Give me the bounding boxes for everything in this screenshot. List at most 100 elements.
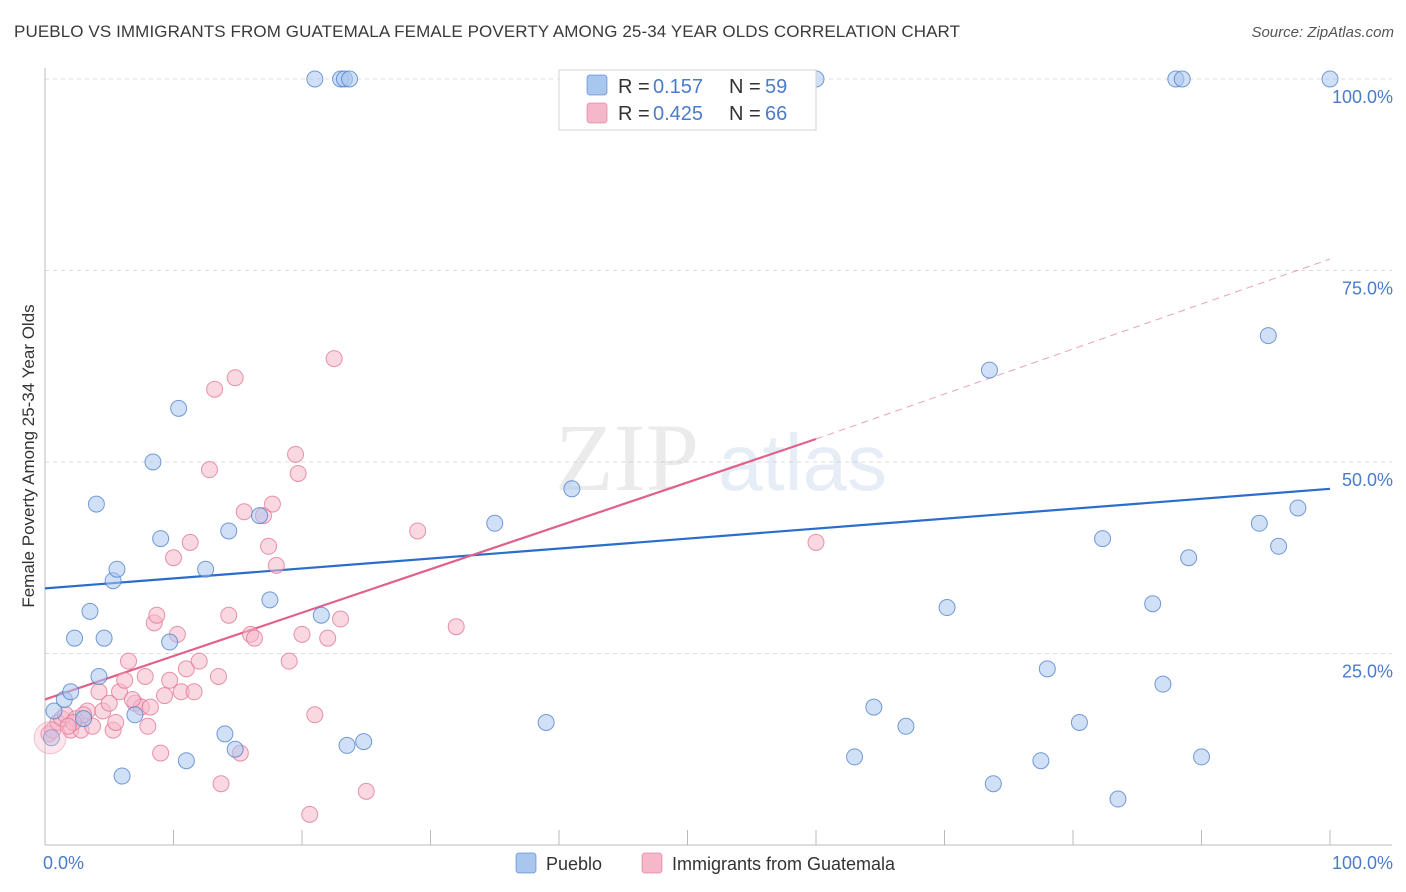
legend-swatch-pink [586, 102, 608, 124]
pueblo-point [87, 495, 105, 513]
x-tick-label: 100.0% [1332, 853, 1393, 873]
pueblo-point [1094, 530, 1112, 548]
legend-r-value-2: 0.425 [653, 103, 703, 125]
guatemala-point [260, 537, 278, 555]
pueblo-point [355, 733, 373, 751]
pueblo-point [66, 629, 84, 647]
pueblo-point [220, 522, 238, 540]
pueblo-point [938, 599, 956, 617]
pueblo-point [1144, 595, 1162, 613]
pueblo-point [1032, 752, 1050, 770]
legend-r-label-1: R = [618, 76, 650, 98]
guatemala-point [100, 694, 118, 712]
guatemala-point [148, 606, 166, 624]
pueblo-point [197, 560, 215, 578]
guatemala-point [306, 706, 324, 724]
pueblo-point [1193, 748, 1210, 766]
guatemala-trend-line [44, 437, 817, 701]
pueblo-point [341, 70, 359, 88]
pueblo-point [537, 713, 555, 731]
pueblo-point [144, 453, 162, 471]
guatemala-point [447, 618, 465, 636]
data-points [33, 70, 1339, 823]
pueblo-point [95, 629, 113, 647]
trend-lines [44, 258, 1331, 701]
legend-swatch-blue [586, 74, 608, 96]
guatemala-point [116, 671, 134, 689]
pueblo-point [216, 725, 234, 743]
guatemala-point [181, 533, 199, 551]
legend-r-label-2: R = [618, 103, 650, 125]
guatemala-point [235, 503, 253, 521]
axes [44, 68, 1392, 846]
pueblo-point [170, 399, 188, 417]
pueblo-point [251, 507, 269, 525]
guatemala-point [289, 464, 307, 482]
guatemala-point [120, 652, 138, 670]
guatemala-point [209, 667, 227, 685]
guatemala-trend-line [815, 258, 1331, 440]
guatemala-point [319, 629, 337, 647]
x-tick-label: 0.0% [43, 853, 84, 873]
y-tick-label: 100.0% [1332, 87, 1393, 107]
guatemala-point [220, 606, 238, 624]
guatemala-point [123, 690, 141, 708]
legend-pueblo-label: Pueblo [546, 854, 602, 874]
stats-legend: R = 0.157 N = 59 R = 0.425 N = 66 [558, 69, 817, 131]
guatemala-point [141, 698, 159, 716]
guatemala-point [301, 805, 319, 823]
pueblo-point [897, 717, 915, 735]
y-tick-label: 75.0% [1342, 279, 1393, 299]
guatemala-point [136, 667, 154, 685]
series-legend: Pueblo Immigrants from Guatemala [515, 852, 896, 874]
guatemala-point [107, 713, 125, 731]
guatemala-point [807, 533, 825, 551]
chart-title: PUEBLO VS IMMIGRANTS FROM GUATEMALA FEMA… [14, 22, 961, 41]
pueblo-point [1289, 499, 1307, 517]
guatemala-point [325, 350, 343, 368]
guatemala-point [280, 652, 298, 670]
pueblo-point [486, 514, 504, 532]
pueblo-point [1109, 790, 1127, 808]
legend-r-value-1: 0.157 [653, 76, 703, 98]
guatemala-point [152, 744, 170, 762]
legend-n-value-2: 66 [765, 103, 787, 125]
pueblo-point [563, 480, 581, 498]
pueblo-point [226, 740, 244, 758]
pueblo-trend-line [44, 487, 1331, 590]
legend-n-label-1: N = [729, 76, 761, 98]
guatemala-point [59, 717, 77, 735]
pueblo-point [90, 667, 108, 685]
guatemala-point [357, 782, 375, 800]
pueblo-point [1250, 514, 1268, 532]
guatemala-point [263, 495, 281, 513]
pueblo-point [1270, 537, 1288, 555]
guatemala-point [245, 629, 263, 647]
pueblo-point [1038, 660, 1056, 678]
pueblo-point [984, 775, 1002, 793]
guatemala-point [212, 775, 230, 793]
pueblo-point [306, 70, 324, 88]
watermark: ZIP atlas [555, 404, 887, 511]
pueblo-point [177, 752, 195, 770]
pueblo-point [312, 606, 330, 624]
pueblo-point [1321, 70, 1339, 88]
guatemala-point [177, 660, 195, 678]
y-axis-label: Female Poverty Among 25-34 Year Olds [19, 304, 38, 607]
legend-n-value-1: 59 [765, 76, 787, 98]
y-tick-label: 25.0% [1342, 662, 1393, 682]
guatemala-point [226, 369, 244, 387]
y-tick-label: 50.0% [1342, 470, 1393, 490]
pueblo-point [62, 683, 80, 701]
guatemala-point [156, 687, 174, 705]
legend-pueblo-swatch [515, 852, 537, 874]
guatemala-point [267, 556, 285, 574]
grid-lines [45, 78, 1392, 654]
pueblo-point [1259, 327, 1277, 345]
pueblo-point [1180, 549, 1198, 567]
legend-n-label-2: N = [729, 103, 761, 125]
pueblo-point [161, 633, 179, 651]
pueblo-point [865, 698, 883, 716]
pueblo-point [75, 710, 93, 728]
guatemala-point [293, 625, 311, 643]
